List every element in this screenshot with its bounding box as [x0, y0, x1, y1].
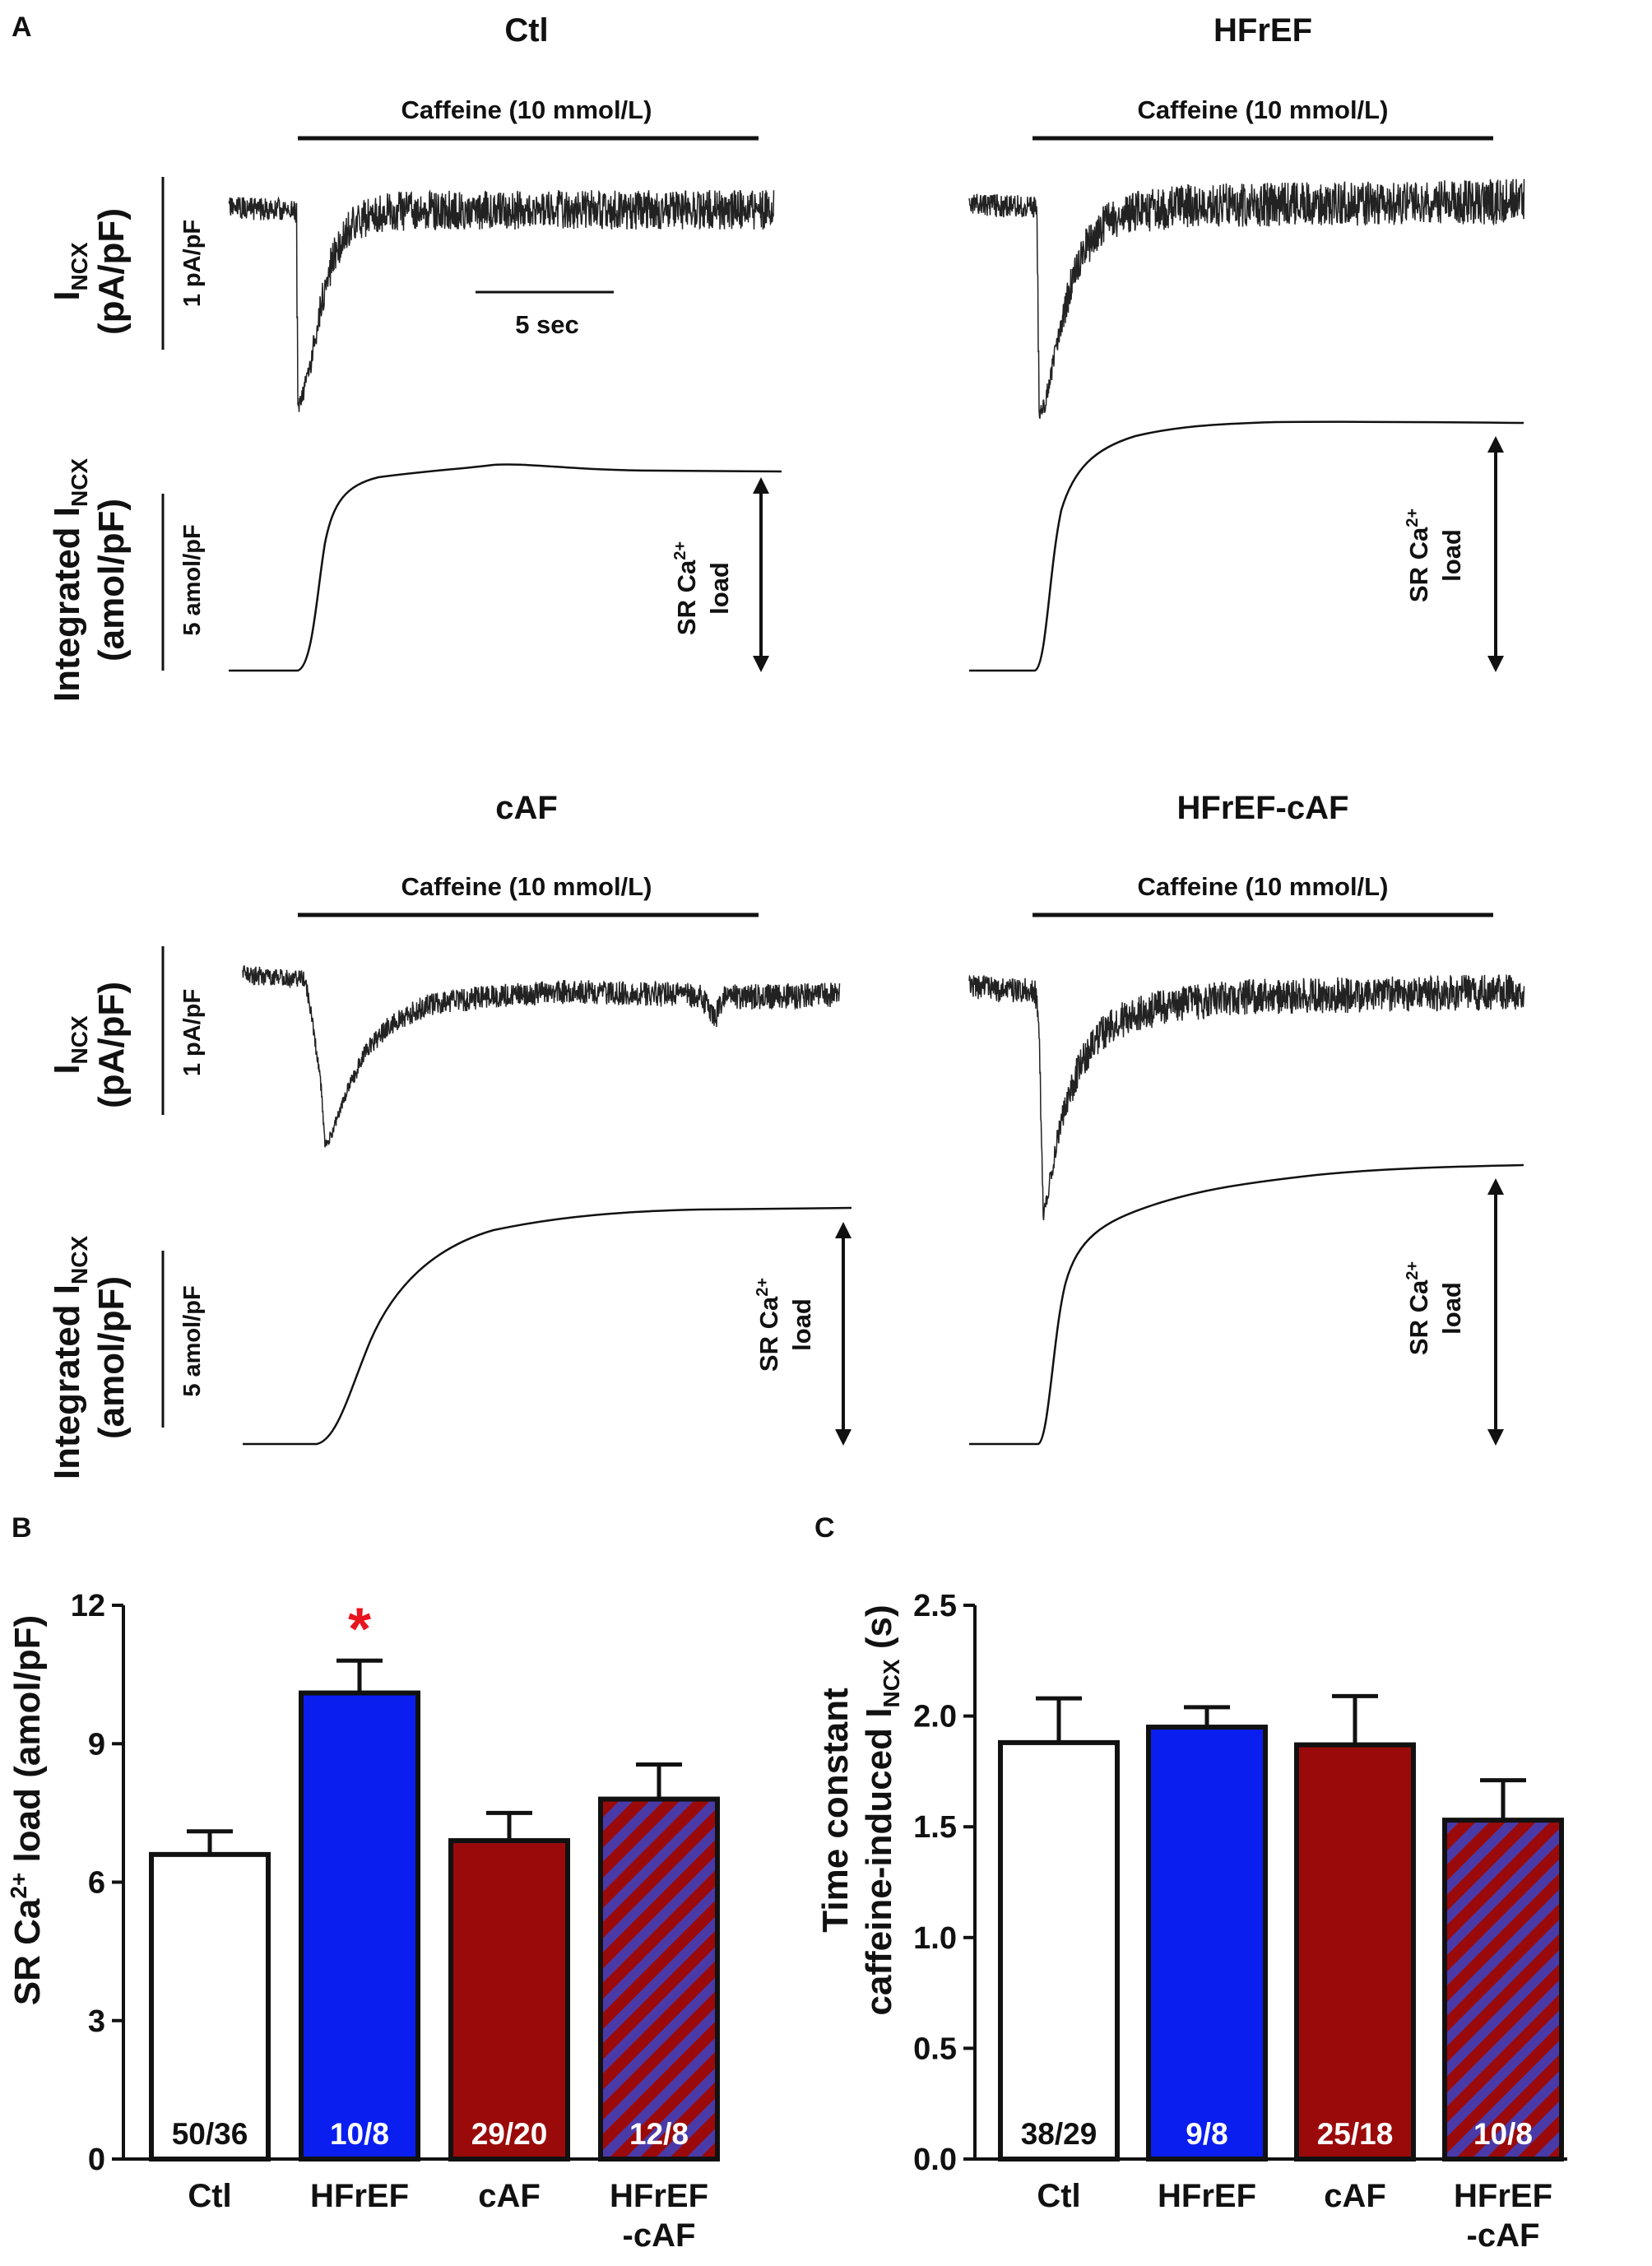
- trace-title: cAF: [495, 790, 558, 826]
- y-axis-title: SR Ca2+ load (amol/pF): [6, 1615, 48, 2005]
- caffeine-label: Caffeine (10 mmol/L): [401, 872, 652, 901]
- panel-label-c: C: [814, 1512, 835, 1544]
- y-tick-label: 9: [88, 1727, 105, 1762]
- panel-label-b: B: [12, 1512, 32, 1544]
- n-label: 25/18: [1317, 2117, 1394, 2151]
- n-label: 29/20: [471, 2117, 548, 2151]
- bar-ctl: [149, 1851, 271, 2162]
- current-trace: [968, 179, 1525, 419]
- integral-axis-unit: (amol/pF): [91, 499, 132, 662]
- trace-title: HFrEF-cAF: [1177, 790, 1349, 826]
- y-axis-title-line2: caffeine-induced INCX (s): [859, 1604, 904, 2015]
- bar-hfref: [299, 1690, 420, 2162]
- load-arrow-head-up: [1487, 1178, 1504, 1195]
- load-arrow-head-down: [1487, 1429, 1504, 1446]
- trace-group-ctl: Ctl Caffeine (10 mmol/L) INCX (pA/pF) 1 …: [47, 12, 782, 702]
- n-label: 12/8: [629, 2117, 689, 2151]
- load-arrow-head-up: [753, 477, 769, 494]
- integral-trace: [969, 1163, 1524, 1446]
- load-arrow-head-down: [1487, 656, 1504, 672]
- bar-caf: [1294, 1742, 1416, 2162]
- n-label: 10/8: [330, 2117, 389, 2151]
- load-arrow-head-up: [1487, 436, 1504, 453]
- trace-title: HFrEF: [1213, 12, 1312, 49]
- trace-group-hfref-caf: HFrEF-cAF Caffeine (10 mmol/L) SR Ca2+ l…: [968, 790, 1525, 1446]
- bar-ctl: [998, 1739, 1120, 2162]
- integral-scale-label: 5 amol/pF: [179, 1285, 206, 1396]
- current-trace: [242, 964, 841, 1148]
- y-tick-label: 0: [88, 2143, 105, 2177]
- trace-group-hfref: HFrEF Caffeine (10 mmol/L) SR Ca2+ load: [968, 12, 1525, 672]
- y-tick-label: 3: [88, 2004, 105, 2039]
- caffeine-label: Caffeine (10 mmol/L): [401, 95, 652, 124]
- y-tick-label: 0.0: [913, 2143, 957, 2177]
- n-label: 9/8: [1186, 2117, 1227, 2151]
- load-label-line1: SR Ca2+: [1404, 1261, 1433, 1355]
- current-axis-unit: (pA/pF): [91, 208, 132, 335]
- current-scale-label: 1 pA/pF: [179, 989, 206, 1076]
- y-tick-label: 1.0: [913, 1921, 957, 1956]
- y-tick-label: 6: [88, 1866, 105, 1901]
- x-tick-label: Ctl: [188, 2178, 231, 2214]
- y-tick-label: 12: [71, 1589, 105, 1623]
- n-label: 10/8: [1473, 2117, 1533, 2151]
- n-label: 50/36: [172, 2117, 248, 2151]
- y-tick-label: 2.5: [913, 1589, 957, 1623]
- load-label-line1: SR Ca2+: [1404, 508, 1433, 602]
- integral-trace: [229, 463, 782, 672]
- bar-caf: [448, 1838, 570, 2162]
- bar-chart-time-constant: Time constant caffeine-induced INCX (s) …: [815, 1589, 1567, 2254]
- x-tick-label: HFrEF: [310, 2178, 409, 2214]
- load-label-line1: SR Ca2+: [671, 541, 701, 635]
- x-tick-label: Ctl: [1037, 2178, 1080, 2214]
- y-tick-label: 1.5: [913, 1810, 957, 1845]
- bar-chart-sr-load: SR Ca2+ load (amol/pF) 0 3 6 9 12 50/36 Ctl 10/…: [6, 1589, 720, 2254]
- panel-label-a: A: [12, 12, 32, 43]
- x-tick-label: HFrEF: [610, 2178, 708, 2214]
- load-arrow-head-down: [835, 1429, 852, 1446]
- load-arrow-head-up: [835, 1222, 852, 1238]
- y-tick-label: 0.5: [913, 2032, 957, 2066]
- current-trace: [968, 974, 1525, 1221]
- current-axis-label: INCX: [47, 242, 92, 301]
- bar-hfref-caf: [1442, 1818, 1564, 2162]
- time-scale-label: 5 sec: [515, 310, 579, 339]
- x-tick-label: HFrEF: [1158, 2178, 1256, 2214]
- integral-trace: [969, 420, 1524, 672]
- current-trace: [228, 189, 775, 412]
- integral-scale-label: 5 amol/pF: [179, 524, 206, 635]
- load-label-line2: load: [1437, 1282, 1466, 1335]
- x-tick-label: -cAF: [1467, 2217, 1540, 2254]
- load-label-line2: load: [705, 562, 734, 615]
- trace-group-caf: cAF Caffeine (10 mmol/L) INCX (pA/pF) 1 …: [47, 790, 852, 1479]
- bar-hfref-caf: [598, 1796, 720, 2162]
- integral-axis-label: Integrated INCX: [47, 1236, 92, 1480]
- load-label-line2: load: [787, 1298, 816, 1351]
- integral-axis-unit: (amol/pF): [91, 1276, 132, 1439]
- current-axis-label: INCX: [47, 1015, 92, 1075]
- current-axis-unit: (pA/pF): [91, 982, 132, 1108]
- y-tick-label: 2.0: [913, 1700, 957, 1734]
- x-tick-label: HFrEF: [1454, 2178, 1552, 2214]
- y-axis-title-line1: Time constant: [815, 1688, 856, 1933]
- load-label-line1: SR Ca2+: [754, 1278, 783, 1372]
- bar-hfref: [1146, 1725, 1268, 2162]
- integral-trace: [243, 1206, 852, 1446]
- current-scale-label: 1 pA/pF: [179, 220, 206, 307]
- x-tick-label: cAF: [1324, 2178, 1386, 2214]
- caffeine-label: Caffeine (10 mmol/L): [1138, 872, 1389, 901]
- load-label-line2: load: [1437, 529, 1466, 582]
- integral-axis-label: Integrated INCX: [47, 458, 92, 703]
- caffeine-label: Caffeine (10 mmol/L): [1138, 95, 1389, 124]
- trace-title: Ctl: [504, 12, 548, 49]
- load-arrow-head-down: [753, 656, 769, 672]
- n-label: 38/29: [1021, 2117, 1097, 2151]
- significance-marker: *: [348, 1596, 371, 1662]
- x-tick-label: cAF: [478, 2178, 541, 2214]
- x-tick-label: -cAF: [623, 2217, 696, 2254]
